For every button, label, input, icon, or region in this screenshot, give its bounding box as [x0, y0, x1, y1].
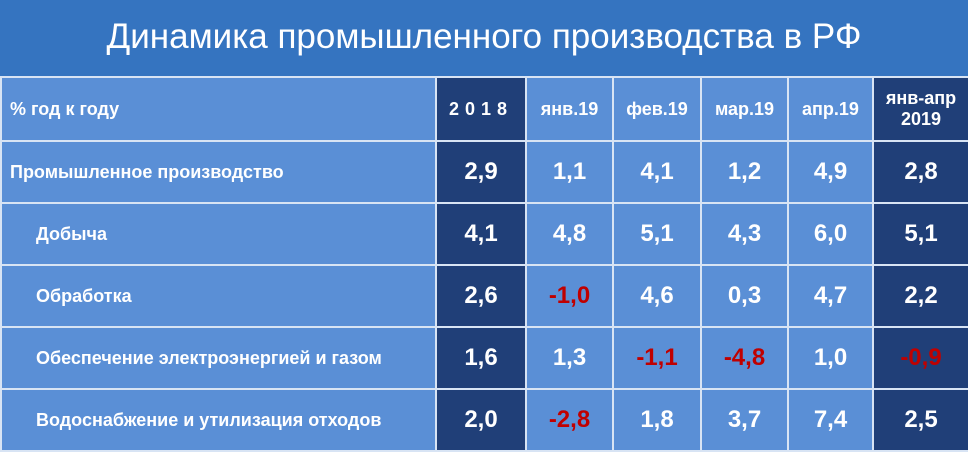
table-row: Водоснабжение и утилизация отходов 2,0 -2,… [0, 388, 968, 452]
cell-value: 4,1 [612, 140, 702, 204]
cell-value: 4,3 [700, 202, 789, 266]
data-table: % год к году 2018 янв.19 фев.19 мар.19 апр.19… [0, 76, 968, 452]
row-label: Добыча [0, 202, 437, 266]
cell-value: 5,1 [872, 202, 968, 266]
cell-value: -1,1 [612, 326, 702, 390]
cell-value: -4,8 [700, 326, 789, 390]
cell-value: 3,7 [700, 388, 789, 452]
table-body: Промышленное производство 2,9 1,1 4,1 1,2 4,9… [0, 140, 968, 452]
title: Динамика промышленного производства в РФ [0, 0, 968, 76]
cell-value: -0,9 [872, 326, 968, 390]
cell-value: 2,2 [872, 264, 968, 328]
cell-value: 5,1 [612, 202, 702, 266]
column-header: апр.19 [787, 76, 874, 142]
cell-value: 4,7 [787, 264, 874, 328]
cell-value: 2,8 [872, 140, 968, 204]
cell-value: 1,6 [435, 326, 527, 390]
row-label: Водоснабжение и утилизация отходов [0, 388, 437, 452]
cell-value: 2,5 [872, 388, 968, 452]
cell-value: 7,4 [787, 388, 874, 452]
column-header: % год к году [0, 76, 437, 142]
column-header: мар.19 [700, 76, 789, 142]
row-label: Обеспечение электроэнергией и газом [0, 326, 437, 390]
cell-value: -1,0 [525, 264, 614, 328]
cell-value: -2,8 [525, 388, 614, 452]
cell-value: 0,3 [700, 264, 789, 328]
table-row: Обработка 2,6 -1,0 4,6 0,3 4,7 2,2 [0, 264, 968, 328]
cell-value: 4,9 [787, 140, 874, 204]
table-row: Промышленное производство 2,9 1,1 4,1 1,2 4,9… [0, 140, 968, 204]
cell-value: 4,6 [612, 264, 702, 328]
row-label: Обработка [0, 264, 437, 328]
column-header: янв-апр 2019 [872, 76, 968, 142]
cell-value: 4,1 [435, 202, 527, 266]
column-header: фев.19 [612, 76, 702, 142]
column-header: янв.19 [525, 76, 614, 142]
table-row: Добыча 4,1 4,8 5,1 4,3 6,0 5,1 [0, 202, 968, 266]
cell-value: 1,2 [700, 140, 789, 204]
cell-value: 4,8 [525, 202, 614, 266]
cell-value: 1,0 [787, 326, 874, 390]
row-label: Промышленное производство [0, 140, 437, 204]
table-row: Обеспечение электроэнергией и газом 1,6 1,… [0, 326, 968, 390]
header-row: % год к году 2018 янв.19 фев.19 мар.19 апр.19… [0, 76, 968, 142]
cell-value: 2,6 [435, 264, 527, 328]
cell-value: 2,9 [435, 140, 527, 204]
cell-value: 1,1 [525, 140, 614, 204]
column-header: 2018 [435, 76, 527, 142]
cell-value: 1,3 [525, 326, 614, 390]
cell-value: 6,0 [787, 202, 874, 266]
